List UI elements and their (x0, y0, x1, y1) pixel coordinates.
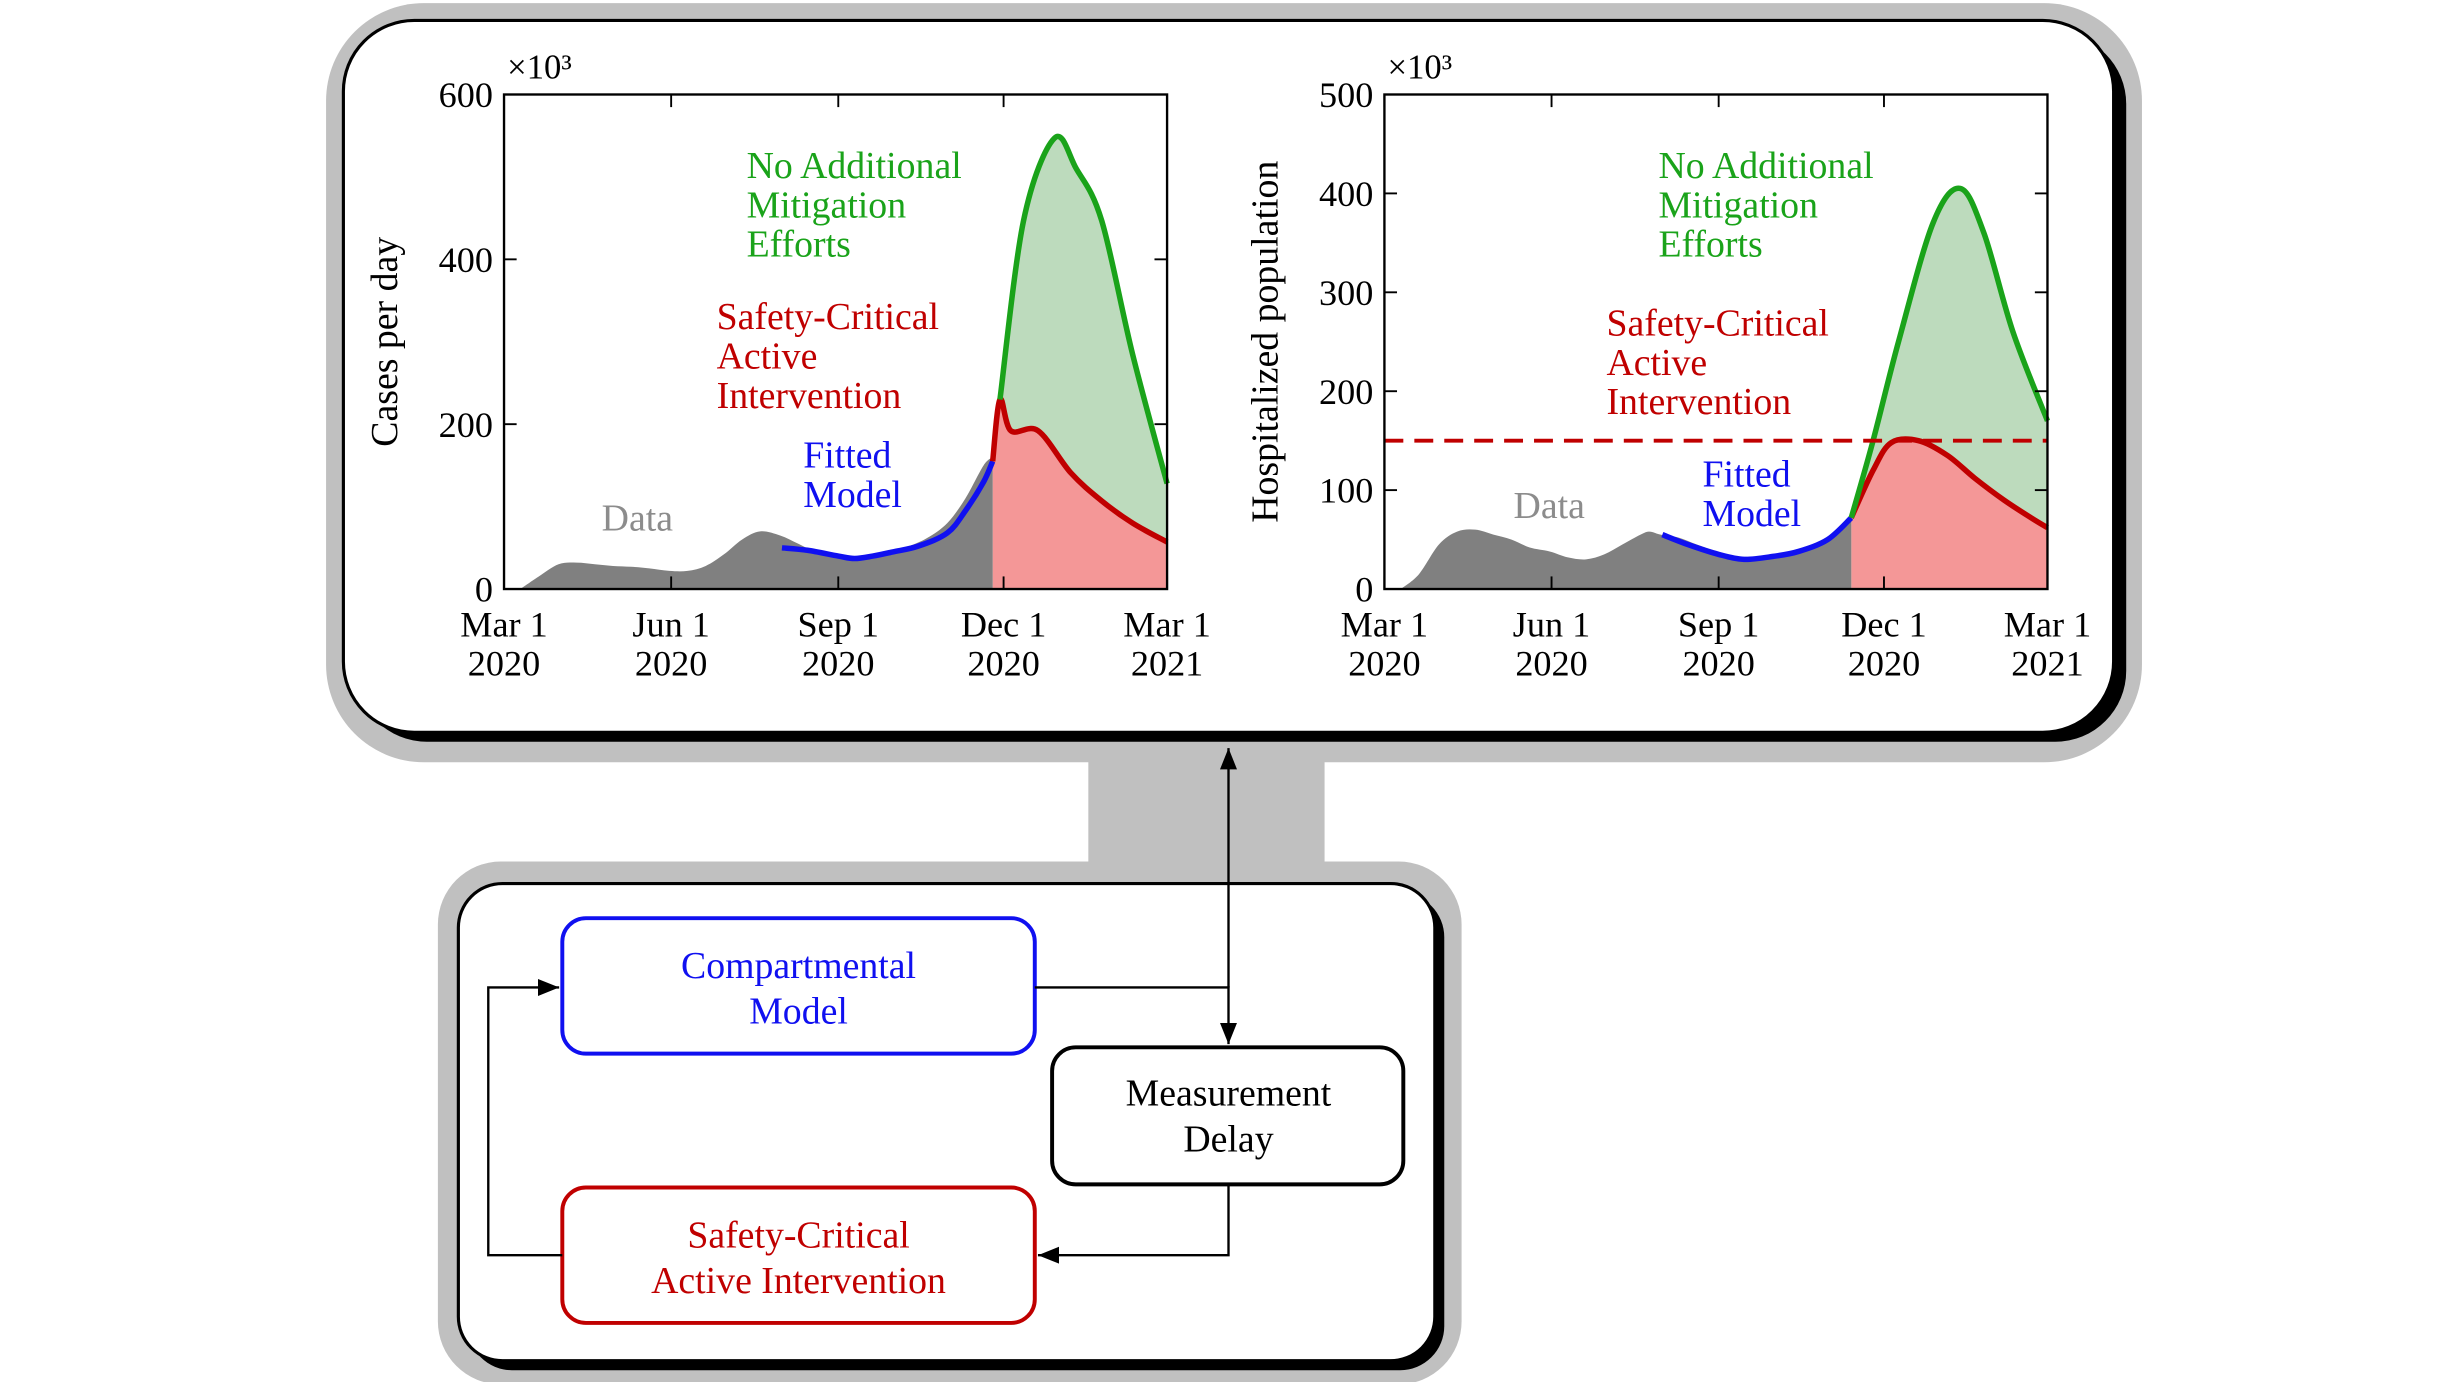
arrow (487, 978, 563, 1257)
area (1400, 519, 1852, 590)
series-label: No Additional Mitigation Efforts (1658, 145, 1873, 266)
x-tick-label: Mar 1 2020 (1341, 604, 1429, 683)
series-label: Safety-Critical Active Intervention (717, 296, 939, 417)
x-tick-label: Jun 1 2020 (1513, 604, 1590, 683)
y-tick-label: 300 (1319, 273, 1373, 313)
series-label: Data (1514, 485, 1586, 527)
node-box (1050, 1045, 1406, 1187)
y-tick-label: 200 (1319, 372, 1373, 412)
node-label: Measurement Delay (1126, 1073, 1332, 1161)
y-tick-label: 400 (1319, 174, 1373, 214)
plot-frame (502, 93, 1169, 591)
area (992, 398, 1168, 590)
line (1848, 185, 2051, 519)
y-multiplier: ×10³ (1388, 49, 1453, 87)
series-label: No Additional Mitigation Efforts (747, 145, 962, 266)
line (997, 133, 1170, 485)
line (1848, 436, 2049, 531)
x-tick-label: Dec 1 2020 (961, 604, 1046, 683)
area (1851, 438, 2048, 590)
node-label: Compartmental Model (681, 945, 916, 1033)
node-label: Safety-Critical Active Intervention (651, 1214, 946, 1302)
series-label: Safety-Critical Active Intervention (1606, 302, 1828, 423)
series-label: Fitted Model (803, 435, 902, 516)
node-box (560, 916, 1037, 1056)
charts: 0 200 400 600 Mar 1 2020 Jun 1 2020 Sep 1 2020 Dec… (364, 49, 2091, 684)
x-tick-label: Mar 1 2020 (460, 604, 548, 683)
y-tick-label: 600 (439, 75, 493, 115)
x-tick-label: Sep 1 2020 (798, 604, 879, 683)
arrow (1037, 1184, 1230, 1264)
x-tick-label: Dec 1 2020 (1841, 604, 1926, 683)
line (781, 460, 996, 562)
x-tick-label: Mar 1 2021 (2004, 604, 2092, 683)
x-tick-label: Jun 1 2020 (632, 604, 709, 683)
y-axis-label: Hospitalized population (1244, 161, 1286, 523)
y-tick-label: 0 (1355, 570, 1373, 610)
y-axis-label: Cases per day (364, 237, 406, 447)
plot-frame (1383, 93, 2049, 591)
block-diagram: Compartmental Model Measurement Delay Safe… (487, 748, 1406, 1325)
y-tick-label: 0 (475, 570, 493, 610)
series-label: Fitted Model (1703, 454, 1802, 535)
y-tick-label: 400 (439, 240, 493, 280)
x-tick-label: Sep 1 2020 (1678, 604, 1760, 683)
connector (1088, 752, 1325, 871)
series-label: Data (602, 498, 674, 540)
chart: 0 200 400 600 Mar 1 2020 Jun 1 2020 Sep 1 2020 Dec… (364, 49, 1211, 684)
y-tick-label: 200 (439, 405, 493, 445)
y-multiplier: ×10³ (507, 49, 572, 87)
y-tick-label: 500 (1319, 75, 1373, 115)
line (1661, 515, 1854, 563)
y-tick-label: 100 (1319, 471, 1373, 511)
x-tick-label: Mar 1 2021 (1123, 604, 1211, 683)
